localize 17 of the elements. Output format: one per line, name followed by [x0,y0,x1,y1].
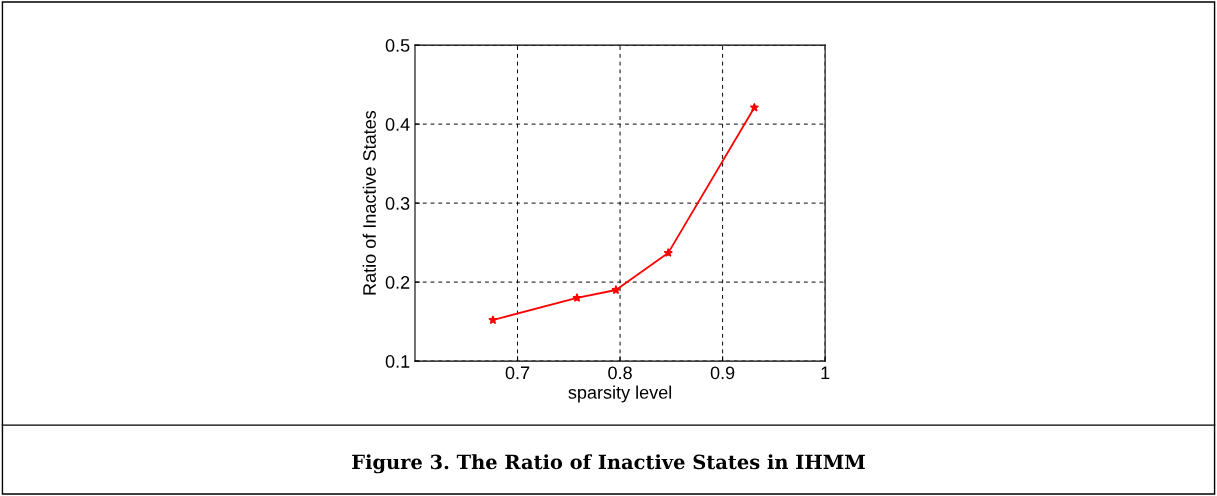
y-tick-label: 0.4 [385,118,410,131]
point [488,315,498,325]
point [572,293,582,302]
y-axis-title: Ratio of Inactive States [362,110,376,295]
y-tick-label: 0.1 [385,355,410,368]
y-tick-label: 0.3 [385,197,410,210]
y-tick-label: 0.5 [385,39,410,52]
x-tick-label: 0.8 [608,366,632,380]
x-tick-label: 0.7 [505,366,530,380]
caption: Figure 3. The Ratio of Inactive States in IHMM [352,454,865,474]
point [663,248,673,257]
x-tick-label: 0.9 [710,366,735,380]
x-axis-title: sparsity level [568,385,672,403]
point [611,285,621,295]
y-tick-label: 0.2 [385,276,410,289]
x-tick-label: 1 [821,366,830,380]
point [749,102,760,112]
